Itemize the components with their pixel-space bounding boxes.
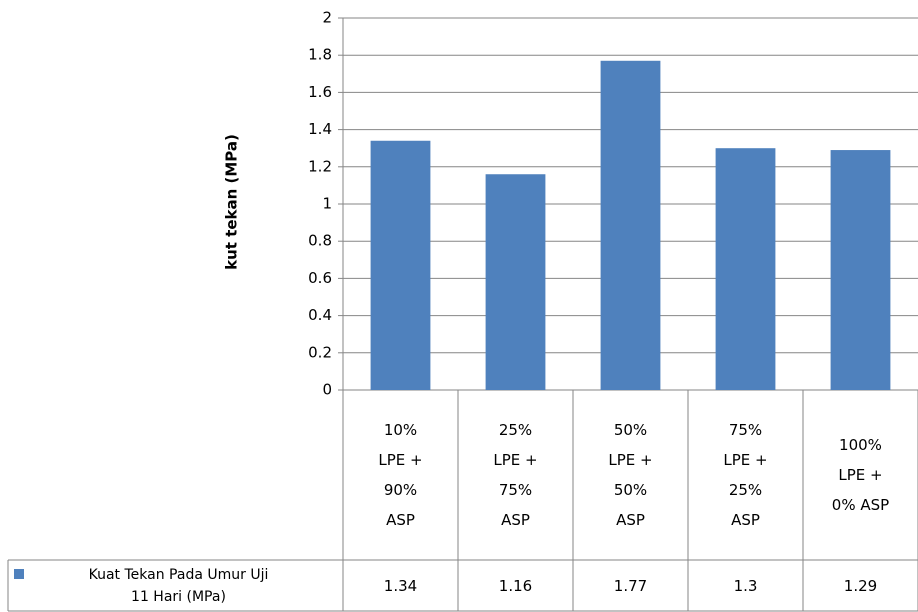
table-value: 1.77: [613, 576, 648, 595]
y-tick-label: 1.2: [308, 157, 332, 175]
table-value: 1.3: [733, 576, 758, 595]
bar: [485, 174, 546, 390]
category-label: 50% LPE + 50% ASP: [608, 421, 653, 529]
bar: [830, 150, 891, 390]
y-axis-title: kut tekan (MPa): [223, 134, 241, 270]
y-tick-label: 1.6: [308, 83, 332, 101]
table-value: 1.34: [383, 576, 418, 595]
legend-label: Kuat Tekan Pada Umur Uji 11 Hari (MPa): [88, 566, 269, 605]
y-tick-label: 0.8: [308, 232, 332, 250]
y-tick-label: 0: [322, 381, 332, 399]
category-label: 25% LPE + 75% ASP: [493, 421, 538, 529]
bar: [715, 148, 776, 390]
bar: [370, 140, 431, 390]
legend-swatch: [14, 569, 24, 579]
table-value: 1.29: [843, 576, 878, 595]
y-tick-label: 0.6: [308, 269, 332, 287]
category-label: 10% LPE + 90% ASP: [378, 421, 423, 529]
category-label: 100% LPE + 0% ASP: [831, 436, 890, 514]
y-tick-label: 1: [322, 195, 332, 213]
y-tick-label: 0.4: [308, 306, 332, 324]
y-tick-label: 0.2: [308, 343, 332, 361]
table-value: 1.16: [498, 576, 533, 595]
y-tick-label: 1.4: [308, 120, 332, 138]
y-tick-label: 2: [322, 9, 332, 27]
y-tick-label: 1.8: [308, 46, 332, 64]
bar: [600, 60, 661, 390]
category-label: 75% LPE + 25% ASP: [723, 421, 768, 529]
